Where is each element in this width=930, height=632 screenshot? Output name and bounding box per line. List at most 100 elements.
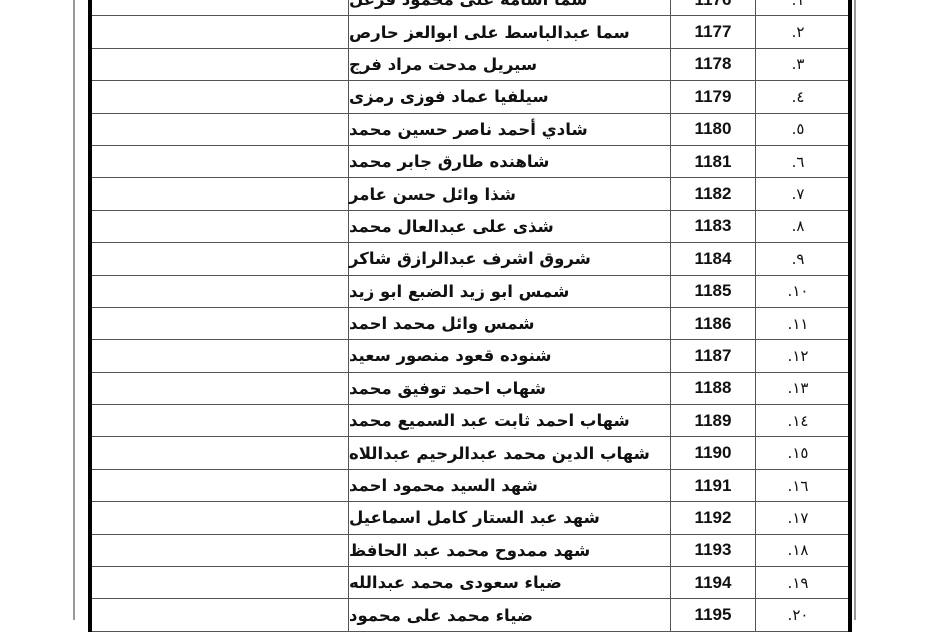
names-table: سما أسامة على محمود فرعل 1176 .١ سما عبد… bbox=[88, 0, 852, 632]
index-cell: .١١ bbox=[755, 307, 840, 340]
index-cell: .١ bbox=[755, 0, 840, 16]
table-row: شاهنده طارق جابر محمد 1181 .٦ bbox=[92, 145, 848, 179]
index-cell: .٨ bbox=[755, 210, 840, 243]
index-cell: .١٦ bbox=[755, 469, 840, 502]
index-cell: .٢ bbox=[755, 16, 840, 48]
table-row: سما عبدالباسط على ابوالعز حارص 1177 .٢ bbox=[92, 16, 848, 49]
table-row: شذى على عبدالعال محمد 1183 .٨ bbox=[92, 210, 848, 244]
code-cell: 1189 bbox=[670, 405, 755, 437]
name-cell: سما عبدالباسط على ابوالعز حارص bbox=[348, 16, 670, 48]
empty-cell bbox=[92, 146, 348, 177]
code-cell: 1192 bbox=[670, 502, 755, 534]
code-cell: 1182 bbox=[670, 178, 755, 210]
table-row: شهاب الدين محمد عبدالرحيم عبداللاه 1190 … bbox=[92, 437, 848, 470]
empty-cell bbox=[92, 470, 348, 501]
code-cell: 1180 bbox=[670, 113, 755, 145]
name-cell: شروق اشرف عبدالرازق شاكر bbox=[348, 243, 670, 275]
table-row: شهد عبد الستار كامل اسماعيل 1192 .١٧ bbox=[92, 502, 848, 535]
empty-cell bbox=[92, 373, 348, 404]
table-row: شهد ممدوح محمد عبد الحافظ 1193 .١٨ bbox=[92, 534, 848, 568]
code-cell: 1193 bbox=[670, 534, 755, 567]
code-cell: 1184 bbox=[670, 243, 755, 275]
page-border-right bbox=[854, 0, 856, 620]
index-cell: .١٢ bbox=[755, 340, 840, 372]
table-row: سيريل مدحت مراد فرج 1178 .٣ bbox=[92, 48, 848, 82]
code-cell: 1181 bbox=[670, 145, 755, 178]
table-row: شنوده قعود منصور سعيد 1187 .١٢ bbox=[92, 340, 848, 373]
table-row: شروق اشرف عبدالرازق شاكر 1184 .٩ bbox=[92, 243, 848, 276]
code-cell: 1195 bbox=[670, 599, 755, 631]
name-cell: شهاب الدين محمد عبدالرحيم عبداللاه bbox=[348, 437, 670, 469]
empty-cell bbox=[92, 211, 348, 242]
name-cell: شهد عبد الستار كامل اسماعيل bbox=[348, 502, 670, 534]
name-cell: شهاب احمد ثابت عبد السميع محمد bbox=[348, 405, 670, 437]
name-cell: شذا وائل حسن عامر bbox=[348, 178, 670, 210]
index-cell: .٦ bbox=[755, 145, 840, 178]
name-cell: شهد السيد محمود احمد bbox=[348, 469, 670, 502]
index-cell: .٩ bbox=[755, 243, 840, 275]
table-row: شذا وائل حسن عامر 1182 .٧ bbox=[92, 178, 848, 211]
name-cell: شهد ممدوح محمد عبد الحافظ bbox=[348, 534, 670, 567]
index-cell: .١٠ bbox=[755, 275, 840, 307]
index-cell: .١٣ bbox=[755, 372, 840, 405]
empty-cell bbox=[92, 178, 348, 209]
empty-cell bbox=[92, 502, 348, 533]
index-cell: .٤ bbox=[755, 81, 840, 113]
code-cell: 1183 bbox=[670, 210, 755, 243]
code-cell: 1194 bbox=[670, 567, 755, 599]
name-cell: سيريل مدحت مراد فرج bbox=[348, 48, 670, 81]
empty-cell bbox=[92, 81, 348, 112]
empty-cell bbox=[92, 16, 348, 47]
empty-cell bbox=[92, 49, 348, 80]
code-cell: 1186 bbox=[670, 307, 755, 340]
index-cell: .٣ bbox=[755, 48, 840, 81]
page-border-left bbox=[73, 0, 75, 620]
code-cell: 1177 bbox=[670, 16, 755, 48]
code-cell: 1178 bbox=[670, 48, 755, 81]
code-cell: 1191 bbox=[670, 469, 755, 502]
name-cell: شاهنده طارق جابر محمد bbox=[348, 145, 670, 178]
table-row: شمس ابو زيد الضبع ابو زيد 1185 .١٠ bbox=[92, 275, 848, 308]
index-cell: .١٧ bbox=[755, 502, 840, 534]
index-cell: .١٩ bbox=[755, 567, 840, 599]
table-row: ضياء محمد على محمود 1195 .٢٠ bbox=[92, 599, 848, 632]
name-cell: شنوده قعود منصور سعيد bbox=[348, 340, 670, 372]
code-cell: 1176 bbox=[670, 0, 755, 16]
name-cell: ضياء سعودى محمد عبدالله bbox=[348, 567, 670, 599]
index-cell: .١٤ bbox=[755, 405, 840, 437]
code-cell: 1185 bbox=[670, 275, 755, 307]
table-row: شهد السيد محمود احمد 1191 .١٦ bbox=[92, 469, 848, 503]
name-cell: سما أسامة على محمود فرعل bbox=[348, 0, 670, 16]
table-row: شهاب احمد توفيق محمد 1188 .١٣ bbox=[92, 372, 848, 406]
name-cell: شادي أحمد ناصر حسين محمد bbox=[348, 113, 670, 145]
empty-cell bbox=[92, 308, 348, 339]
empty-cell bbox=[92, 276, 348, 307]
empty-cell bbox=[92, 340, 348, 371]
empty-cell bbox=[92, 599, 348, 630]
empty-cell bbox=[92, 405, 348, 436]
name-cell: ضياء محمد على محمود bbox=[348, 599, 670, 631]
index-cell: .٢٠ bbox=[755, 599, 840, 631]
code-cell: 1187 bbox=[670, 340, 755, 372]
code-cell: 1188 bbox=[670, 372, 755, 405]
index-cell: .٧ bbox=[755, 178, 840, 210]
table-row: ضياء سعودى محمد عبدالله 1194 .١٩ bbox=[92, 567, 848, 600]
name-cell: شمس وائل محمد احمد bbox=[348, 307, 670, 340]
name-cell: شذى على عبدالعال محمد bbox=[348, 210, 670, 243]
empty-cell bbox=[92, 535, 348, 566]
name-cell: شهاب احمد توفيق محمد bbox=[348, 372, 670, 405]
table-row: شادي أحمد ناصر حسين محمد 1180 .٥ bbox=[92, 113, 848, 146]
code-cell: 1179 bbox=[670, 81, 755, 113]
empty-cell bbox=[92, 567, 348, 598]
name-cell: شمس ابو زيد الضبع ابو زيد bbox=[348, 275, 670, 307]
name-cell: سيلفيا عماد فوزى رمزى bbox=[348, 81, 670, 113]
empty-cell bbox=[92, 243, 348, 274]
code-cell: 1190 bbox=[670, 437, 755, 469]
index-cell: .١٨ bbox=[755, 534, 840, 567]
table-row: سما أسامة على محمود فرعل 1176 .١ bbox=[92, 0, 848, 17]
table-row: سيلفيا عماد فوزى رمزى 1179 .٤ bbox=[92, 81, 848, 114]
index-cell: .١٥ bbox=[755, 437, 840, 469]
empty-cell bbox=[92, 0, 348, 15]
empty-cell bbox=[92, 114, 348, 145]
table-row: شمس وائل محمد احمد 1186 .١١ bbox=[92, 307, 848, 341]
